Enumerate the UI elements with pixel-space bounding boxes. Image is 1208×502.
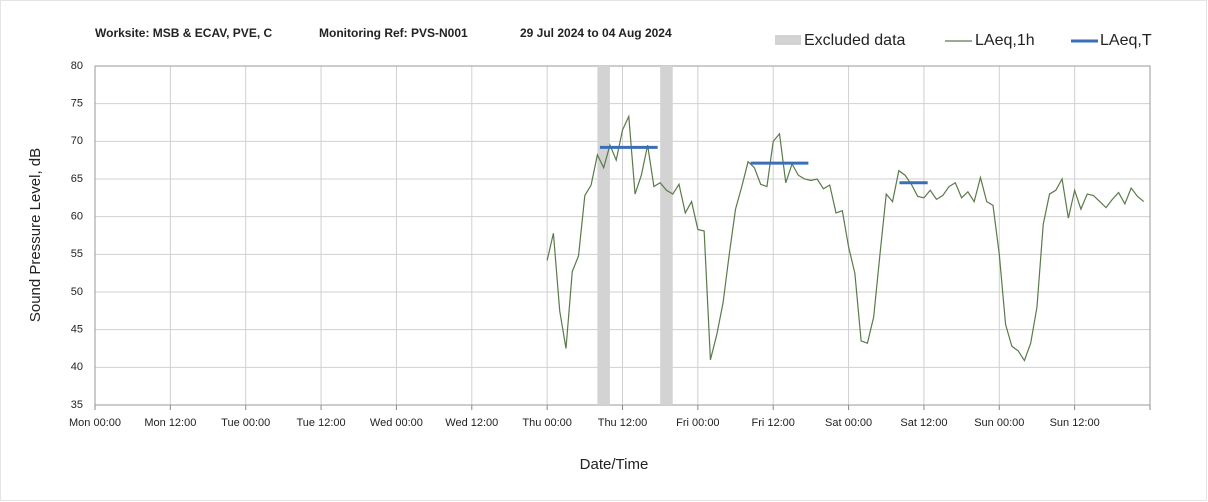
x-axis-label: Date/Time — [580, 456, 649, 473]
x-tick-label: Thu 00:00 — [522, 417, 572, 429]
excluded-band — [597, 66, 610, 405]
x-tick-label: Sat 12:00 — [900, 417, 947, 429]
excluded-band — [660, 66, 673, 405]
legend-label: LAeq,1h — [975, 32, 1035, 49]
y-tick-label: 60 — [71, 211, 83, 223]
chart-title: Worksite: MSB & ECAV, PVE, C — [95, 26, 272, 40]
x-tick-label: Sun 00:00 — [974, 417, 1024, 429]
x-tick-label: Mon 12:00 — [144, 417, 196, 429]
y-tick-label: 35 — [71, 399, 83, 411]
legend-swatch — [775, 35, 801, 45]
x-tick-label: Mon 00:00 — [69, 417, 121, 429]
y-axis-label: Sound Pressure Level, dB — [27, 148, 44, 322]
y-tick-label: 55 — [71, 248, 83, 260]
legend-label: LAeq,T — [1100, 32, 1152, 49]
y-tick-label: 50 — [71, 286, 83, 298]
x-tick-label: Tue 12:00 — [297, 417, 346, 429]
y-tick-label: 65 — [71, 173, 83, 185]
series-line — [546, 114, 1145, 362]
plot-border — [94, 65, 1151, 406]
y-tick-label: 80 — [71, 60, 83, 72]
x-tick-label: Fri 00:00 — [676, 417, 719, 429]
x-tick-label: Tue 00:00 — [221, 417, 270, 429]
x-tick-label: Sun 12:00 — [1050, 417, 1100, 429]
chart-subtitle: Monitoring Ref: PVS-N001 — [319, 26, 468, 40]
x-tick-label: Fri 12:00 — [752, 417, 795, 429]
x-tick-label: Wed 12:00 — [445, 417, 498, 429]
x-tick-label: Thu 12:00 — [598, 417, 648, 429]
x-tick-label: Wed 00:00 — [370, 417, 423, 429]
x-tick-label: Sat 00:00 — [825, 417, 872, 429]
y-tick-label: 45 — [71, 324, 83, 336]
y-tick-label: 75 — [71, 98, 83, 110]
legend-label: Excluded data — [804, 32, 906, 49]
date-range: 29 Jul 2024 to 04 Aug 2024 — [520, 26, 672, 40]
y-tick-label: 40 — [71, 361, 83, 373]
y-tick-label: 70 — [71, 135, 83, 147]
